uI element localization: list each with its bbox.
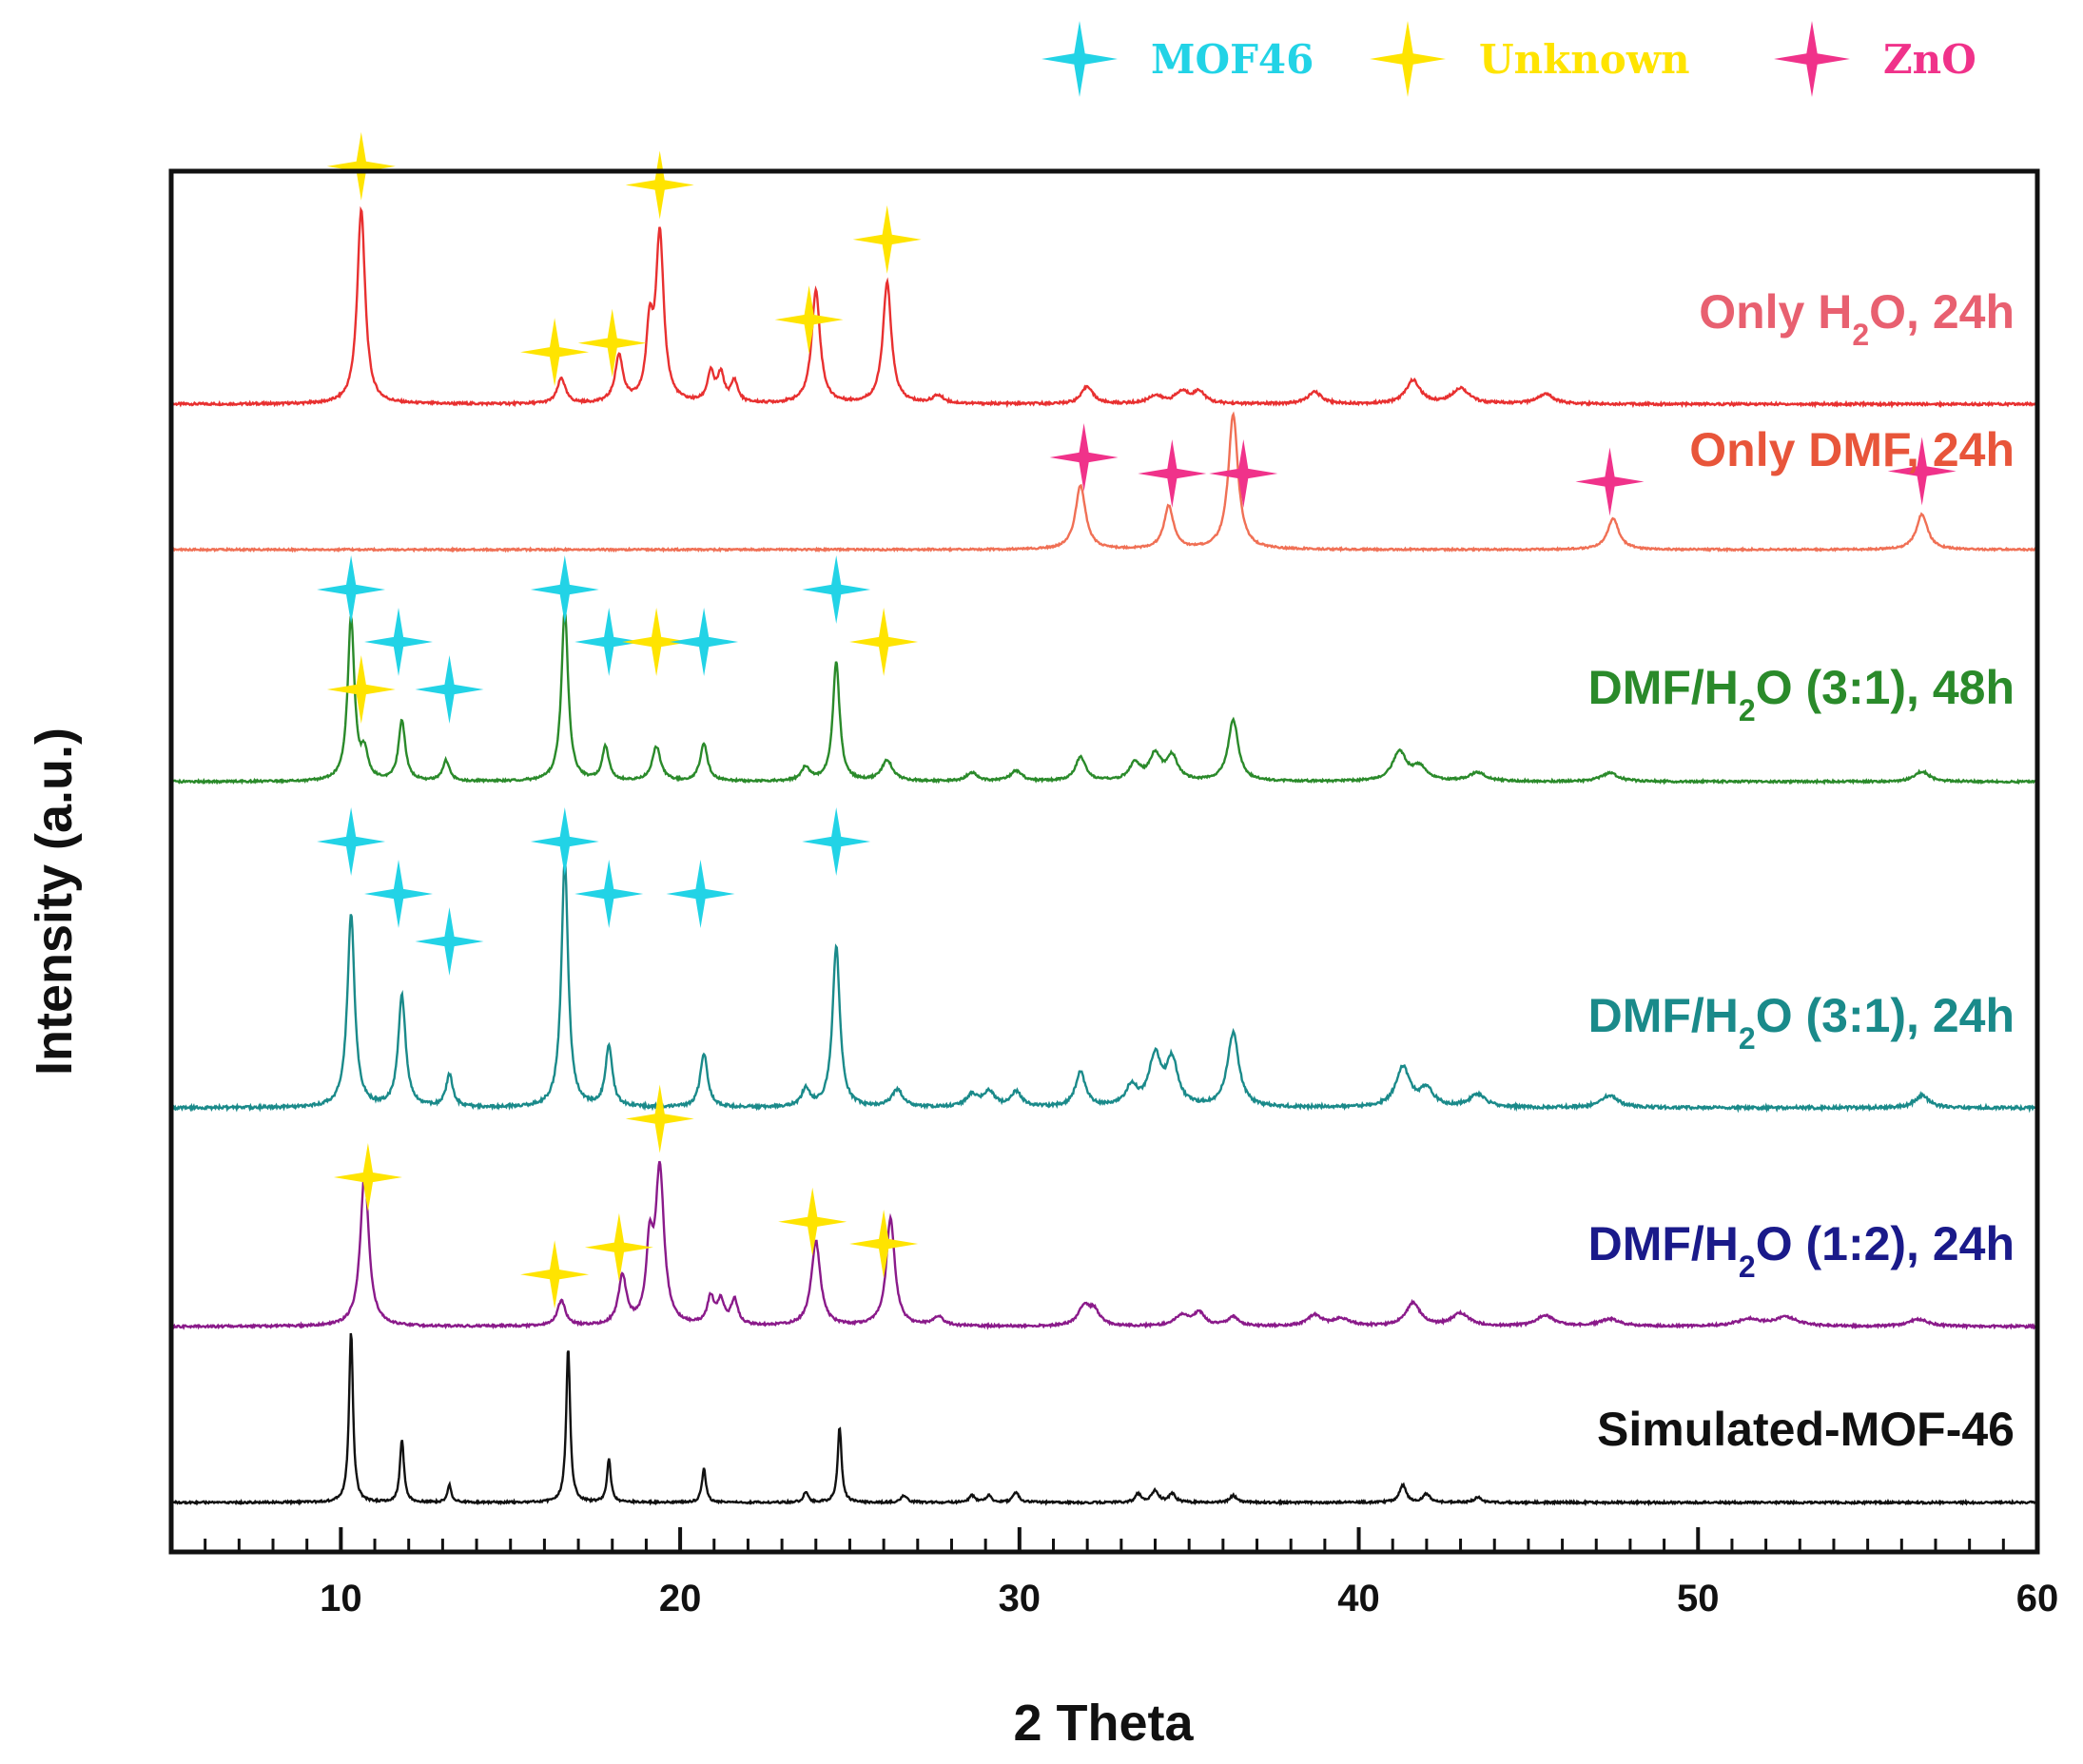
series-label-4: DMF/H2O (1:2), 24h: [1588, 1217, 2015, 1284]
marker-unknown-4-4: [778, 1187, 847, 1256]
marker-unknown-0-1: [520, 318, 590, 387]
marker-mof46-3-1: [364, 860, 433, 928]
series-line-4: [170, 1160, 2038, 1330]
series-label-main: Only H: [1699, 285, 1852, 339]
series-label-main: Only DMF, 24h: [1689, 423, 2015, 476]
axes: 10 20 30 40 50 60: [168, 168, 2059, 1619]
legend: MOF46 Unknown ZnO: [1042, 21, 1976, 97]
legend-marker-mof46: [1042, 21, 1118, 97]
series-line-1: [170, 411, 2038, 553]
series-label-main: DMF/H: [1588, 989, 1739, 1042]
marker-mof46-3-0: [317, 807, 386, 876]
marker-mof46-3-2: [415, 907, 484, 976]
series-label-rest: O (3:1), 24h: [1756, 989, 2015, 1042]
series-line-5: [170, 1332, 2038, 1507]
series-label-1: Only DMF, 24h: [1689, 423, 2015, 476]
marker-zno-1-0: [1049, 423, 1119, 492]
x-tick-label-40: 40: [1337, 1578, 1380, 1619]
series-label-rest: O, 24h: [1869, 285, 2015, 339]
series-label-3: DMF/H2O (3:1), 24h: [1588, 989, 2015, 1056]
marker-mof46-2-8: [802, 555, 871, 624]
marker-unknown-4-3: [625, 1084, 694, 1153]
marker-mof46-3-5: [666, 860, 735, 928]
legend-label-zno: ZnO: [1883, 36, 1976, 83]
series-label-subscript: 2: [1739, 1021, 1756, 1056]
series-line-3: [170, 859, 2038, 1114]
series-label-subscript: 2: [1739, 693, 1756, 727]
series-label-main: DMF/H: [1588, 1217, 1739, 1270]
marker-unknown-2-9: [849, 608, 919, 676]
marker-zno-1-4: [1887, 436, 1956, 506]
marker-mof46-2-0: [317, 555, 386, 624]
marker-unknown-2-6: [622, 608, 691, 676]
marker-unknown-4-5: [849, 1210, 919, 1278]
x-axis-title: 2 Theta: [1013, 1695, 1194, 1752]
x-tick-label-50: 50: [1677, 1578, 1720, 1619]
x-tick-label-10: 10: [320, 1578, 362, 1619]
marker-zno-1-1: [1138, 439, 1207, 508]
legend-marker-unknown: [1370, 21, 1446, 97]
legend-label-mof46: MOF46: [1151, 36, 1314, 83]
x-tick-label-30: 30: [999, 1578, 1042, 1619]
marker-unknown-0-4: [774, 285, 844, 355]
marker-unknown-4-2: [584, 1212, 653, 1282]
marker-unknown-0-5: [852, 204, 922, 274]
x-tick-label-60: 60: [2016, 1578, 2059, 1619]
series-label-subscript: 2: [1739, 1250, 1756, 1284]
plot-frame: [168, 168, 2040, 1555]
marker-mof46-2-5: [574, 608, 644, 676]
series-line-2: [170, 609, 2038, 785]
series-label-main: Simulated-MOF-46: [1597, 1403, 2015, 1456]
series-label-5: Simulated-MOF-46: [1597, 1403, 2015, 1456]
marker-mof46-2-3: [415, 655, 484, 724]
series-label-rest: O (1:2), 24h: [1756, 1217, 2015, 1270]
series-label-subscript: 2: [1852, 318, 1869, 352]
legend-marker-zno: [1774, 21, 1850, 97]
series-label-0: Only H2O, 24h: [1699, 285, 2015, 352]
series-label-main: DMF/H: [1588, 661, 1739, 714]
marker-mof46-2-7: [670, 608, 739, 676]
series-line-0: [169, 205, 2038, 409]
marker-unknown-0-3: [625, 150, 694, 220]
y-axis-title: Intensity (a.u.): [26, 727, 83, 1076]
legend-label-unknown: Unknown: [1479, 36, 1690, 83]
marker-unknown-0-2: [577, 308, 647, 378]
marker-unknown-0-0: [326, 131, 396, 201]
marker-zno-1-3: [1575, 447, 1645, 516]
marker-unknown-4-1: [520, 1240, 590, 1309]
marker-mof46-3-4: [574, 860, 644, 928]
marker-unknown-4-0: [333, 1143, 402, 1212]
marker-unknown-2-1: [326, 655, 396, 724]
series-label-2: DMF/H2O (3:1), 48h: [1588, 661, 2015, 727]
marker-mof46-2-4: [530, 555, 599, 624]
marker-zno-1-2: [1209, 439, 1278, 508]
marker-mof46-3-6: [802, 807, 871, 876]
x-tick-label-20: 20: [659, 1578, 702, 1619]
marker-mof46-3-3: [530, 807, 599, 876]
marker-mof46-2-2: [364, 608, 433, 676]
series-label-rest: O (3:1), 48h: [1756, 661, 2015, 714]
